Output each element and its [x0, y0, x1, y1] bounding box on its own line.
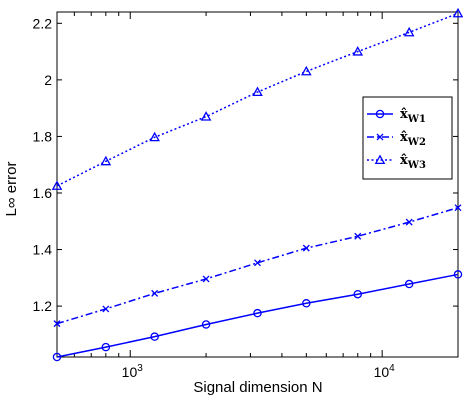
- data-point: [302, 299, 311, 308]
- data-point: [201, 320, 211, 329]
- legend-marker: [376, 133, 384, 141]
- data-point: [252, 86, 263, 97]
- data-point: [352, 46, 364, 56]
- legend-label: x̂W1: [400, 107, 426, 125]
- data-point: [202, 275, 210, 283]
- data-point: [302, 244, 310, 252]
- data-point: [102, 305, 110, 313]
- y-tick-label: 1.4: [33, 242, 53, 258]
- data-point: [52, 352, 62, 362]
- data-point: [151, 289, 159, 297]
- legend-label: x̂W2: [400, 130, 426, 148]
- x-tick-label: 104: [374, 363, 396, 380]
- x-tick-label: 103: [122, 363, 144, 380]
- series-3: [51, 7, 463, 190]
- y-axis-label: L∞ error: [3, 162, 20, 217]
- legend-marker: [375, 109, 385, 119]
- data-point: [100, 155, 112, 166]
- legend-marker: [374, 154, 386, 165]
- data-point: [404, 279, 414, 289]
- series-line: [56, 206, 459, 325]
- legend-entry-1: x̂W1: [367, 107, 426, 125]
- data-point: [452, 7, 463, 18]
- data-point: [150, 332, 159, 341]
- data-point: [453, 270, 463, 279]
- series-line: [56, 12, 459, 187]
- data-point: [454, 204, 462, 212]
- y-tick-label: 1.2: [33, 298, 53, 314]
- data-point: [101, 342, 111, 352]
- legend-entry-2: x̂W2: [367, 130, 426, 148]
- legend: x̂W1 x̂W2 x̂W3: [362, 96, 453, 180]
- data-point: [254, 259, 261, 267]
- series-2: [53, 204, 462, 328]
- y-tick-label: 1.6: [33, 185, 53, 201]
- data-point: [253, 308, 262, 318]
- y-tick-label: 2: [44, 72, 52, 88]
- data-point: [354, 232, 362, 240]
- legend-label: x̂W3: [400, 153, 426, 171]
- y-tick-label: 2.2: [33, 15, 53, 31]
- data-point: [403, 26, 415, 37]
- series-line: [56, 273, 459, 358]
- data-point: [149, 131, 160, 142]
- data-point: [51, 180, 63, 190]
- data-point: [405, 218, 413, 226]
- data-point: [301, 65, 312, 76]
- x-axis-label: Signal dimension N: [193, 379, 322, 396]
- series-1: [52, 270, 463, 362]
- data-point: [200, 111, 212, 121]
- data-point: [353, 289, 362, 299]
- plot-area: [56, 11, 459, 358]
- axis-ticks: 1.2 1.4 1.6 1.8 2 2.2 103 104: [33, 12, 458, 380]
- legend-entry-3: x̂W3: [367, 153, 426, 171]
- series-layer: [51, 7, 463, 362]
- data-point: [53, 320, 61, 328]
- y-tick-label: 1.8: [33, 128, 53, 144]
